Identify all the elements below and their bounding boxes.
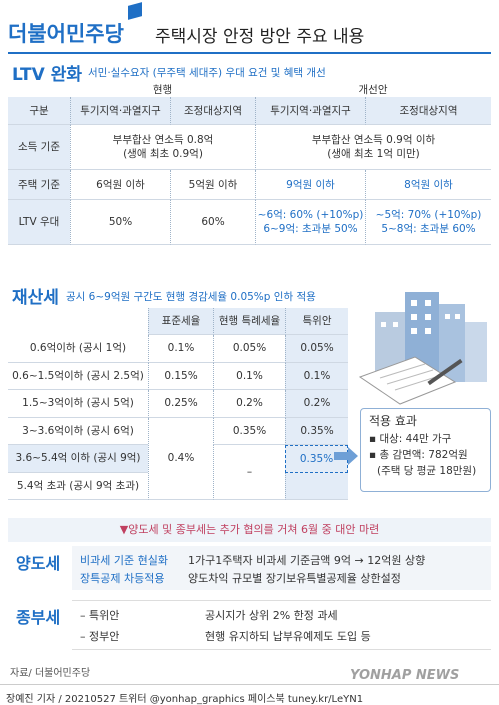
- cell: 60%: [170, 200, 255, 245]
- row-label: 0.6억이하 (공시 1억): [8, 335, 148, 363]
- ct-label: – 정부안: [80, 630, 120, 643]
- effect-item: ▪ 총 감면액: 782억원: [369, 449, 468, 461]
- logo-flag: [128, 2, 142, 20]
- cell-line: 50%: [108, 216, 133, 228]
- ct-label: – 특위안: [80, 609, 120, 622]
- column-header: 투기지역·과열지구: [70, 97, 170, 125]
- cell: –: [213, 445, 285, 500]
- row-label: 0.6~1.5억이하 (공시 2.5억): [8, 363, 148, 390]
- column-header: 조정대상지역: [170, 97, 255, 125]
- cell-line: 60%: [201, 216, 225, 228]
- title: 주택시장 안정 방안 주요 내용: [155, 27, 365, 47]
- cell: 0.05%: [213, 335, 285, 363]
- cell-line: ~6억: 60% (+10%p): [257, 209, 364, 221]
- cell: ~5억: 70% (+10%p) 5~8억: 초과분 60%: [365, 200, 491, 245]
- cell: 0.2%: [285, 390, 348, 418]
- column-header: 조정대상지역: [365, 97, 491, 125]
- cell: 부부합산 연소득 0.8억 (생애 최초 0.9억): [70, 125, 255, 170]
- column-header: 특위안: [285, 308, 348, 335]
- row-label: 주택 기준: [8, 170, 70, 200]
- buildings-illustration: [358, 292, 487, 405]
- effect-box: 적용 효과 ▪ 대상: 44만 가구 ▪ 총 감면액: 782억원 (주택 당 …: [360, 408, 491, 492]
- tax-subtitle: 공시 6~9억원 구간도 현행 경감세율 0.05%p 인하 적용: [66, 291, 316, 303]
- notice: ▼양도세 및 종부세는 추가 협의를 거쳐 6월 중 대안 마련: [8, 518, 491, 542]
- watermark: YONHAP NEWS: [350, 668, 460, 683]
- group-header: 개선안: [358, 83, 388, 96]
- ct-title: 종부세: [16, 608, 61, 627]
- cell-line: (생애 최초 1억 미만): [327, 148, 420, 160]
- cell-line: 5~8억: 초과분 60%: [381, 223, 476, 235]
- cell: 8억원 이하: [365, 170, 491, 200]
- cell: 0.05%: [285, 335, 348, 363]
- rule: [0, 684, 499, 685]
- tax-table: 표준세율 현행 특례세율 특위안 0.6억이하 (공시 1억) 0.6~1.5억이하 (…: [8, 308, 348, 500]
- arrow: [334, 447, 358, 465]
- cell-line: 6~9억: 초과분 50%: [263, 223, 358, 235]
- cell: 6억원 이하: [70, 170, 170, 200]
- cell: 0.1%: [285, 362, 348, 390]
- cell: [285, 472, 348, 500]
- cell: 50%: [70, 200, 170, 245]
- cell: 0.15%: [148, 362, 213, 390]
- cell-line: (생애 최초 0.9억): [123, 148, 203, 160]
- row-label: LTV 우대: [8, 200, 70, 245]
- cg-label: 장특공제 차등적용: [80, 572, 165, 585]
- cell-line: ~5억: 70% (+10%p): [375, 209, 482, 221]
- row-label: 5.4억 초과 (공시 9억 초과): [8, 473, 148, 500]
- row-label: 3~3.6억이하 (공시 6억): [8, 418, 148, 445]
- cell: 0.4%: [148, 417, 213, 500]
- row-label: 3.6~5.4억 이하 (공시 9억): [8, 445, 148, 473]
- source: 자료/ 더불어민주당: [10, 668, 91, 679]
- column-header: 투기지역·과열지구: [255, 97, 365, 125]
- cell: 0.25%: [148, 390, 213, 418]
- effect-item: ▪ 대상: 44만 가구: [369, 433, 452, 445]
- cg-box: [72, 546, 491, 590]
- logo: 더불어민주당: [8, 22, 124, 46]
- cell: 부부합산 연소득 0.9억 이하 (생애 최초 1억 미만): [255, 125, 491, 170]
- column-header: 표준세율: [148, 308, 213, 335]
- cell: 9억원 이하: [255, 170, 365, 200]
- ltv-subtitle: 서민·실수요자 (무주택 세대주) 우대 요건 및 혜택 개선: [88, 67, 326, 79]
- row-label: 1.5~3억이하 (공시 5억): [8, 390, 148, 418]
- cell: 0.2%: [213, 390, 285, 418]
- cg-label: 비과세 기준 현실화: [80, 554, 168, 567]
- group-header: 현행: [152, 83, 173, 96]
- cell-line: 부부합산 연소득 0.9억 이하: [311, 134, 436, 146]
- cell: ~6억: 60% (+10%p) 6~9억: 초과분 50%: [255, 200, 365, 245]
- cg-text: 양도차익 규모별 장기보유특별공제율 상한설정: [188, 572, 401, 585]
- row-label: 소득 기준: [8, 125, 70, 170]
- effect-title: 적용 효과: [369, 414, 417, 428]
- footer: 장예진 기자 / 20210527 트위터 @yonhap_graphics 페…: [6, 694, 364, 705]
- cell: 0.35%: [285, 417, 348, 445]
- ltv-table: 현행 개선안 구분 투기지역·과열지구 조정대상지역 투기지역·과열지구 조정대상지역 소득 …: [8, 82, 491, 247]
- cg-text: 1가구1주택자 비과세 기준금액 9억 → 12억원 상향: [188, 554, 426, 567]
- tax-title: 재산세: [12, 288, 59, 308]
- column-header: 현행 특례세율: [213, 308, 285, 335]
- cell: 0.1%: [148, 335, 213, 363]
- ct-text: 현행 유지하되 납부유예제도 도입 등: [205, 630, 371, 643]
- cell: 0.35%: [213, 417, 285, 445]
- ct-box: [72, 600, 491, 650]
- column-header: 구분: [8, 97, 70, 125]
- cell-line: 부부합산 연소득 0.8억: [112, 134, 214, 146]
- ltv-title: LTV 완화: [12, 65, 82, 85]
- rule: [8, 52, 491, 54]
- ct-text: 공시지가 상위 2% 한정 과세: [205, 609, 338, 622]
- cell: 0.1%: [213, 362, 285, 390]
- cg-title: 양도세: [16, 554, 61, 573]
- effect-item: (주택 당 평균 18만원): [377, 465, 477, 477]
- cell: 5억원 이하: [170, 170, 255, 200]
